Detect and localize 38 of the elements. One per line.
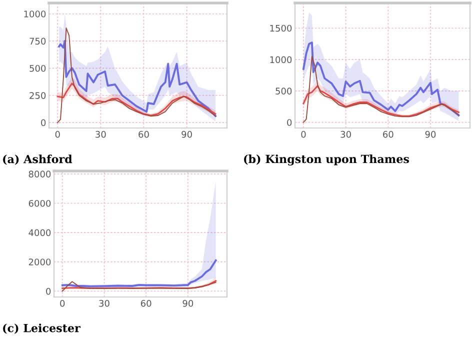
x-tick-label: 90: [182, 130, 192, 138]
y-tick-label: 1000: [270, 56, 292, 64]
y-tick-label: 0: [41, 119, 46, 126]
x-tick-label: 30: [340, 130, 351, 138]
line-series: [56, 82, 216, 116]
line-series: [62, 280, 217, 289]
x-tick-label: 0: [301, 130, 306, 138]
y-tick-label: 0: [46, 288, 51, 295]
y-tick-label: 2000: [28, 258, 51, 266]
y-tick-label: 250: [30, 92, 46, 99]
x-tick-label: 60: [138, 130, 149, 138]
y-tick-label: 6000: [28, 200, 51, 207]
y-tick-label: 750: [30, 38, 46, 45]
y-tick-label: 0: [287, 119, 292, 126]
line-series: [302, 56, 460, 123]
line-series: [302, 42, 460, 116]
text: (a) Ashford: [3, 154, 72, 165]
y-tick-label: 500: [276, 88, 292, 94]
x-tick-label: 90: [182, 300, 194, 307]
y-tick-label: 1000: [24, 10, 46, 18]
x-tick-label: 60: [383, 130, 394, 138]
line-series: [57, 28, 216, 124]
y-tick-label: 8000: [28, 170, 51, 178]
y-tick-label: 4000: [28, 229, 51, 236]
text: (b) Kingston upon Thames: [244, 154, 409, 166]
x-tick-label: 90: [425, 130, 436, 138]
y-tick-label: 1500: [270, 24, 292, 32]
line-series: [302, 85, 460, 117]
line-series: [58, 40, 216, 118]
text: (c) Leicester: [3, 324, 81, 334]
x-tick-label: 0: [60, 300, 65, 307]
x-tick-label: 0: [55, 130, 60, 138]
y-tick-label: 500: [30, 64, 46, 72]
line-series: [62, 281, 216, 292]
line-series: [61, 259, 217, 288]
x-tick-label: 60: [140, 300, 152, 307]
x-tick-label: 30: [99, 300, 110, 307]
x-tick-label: 30: [96, 130, 106, 138]
